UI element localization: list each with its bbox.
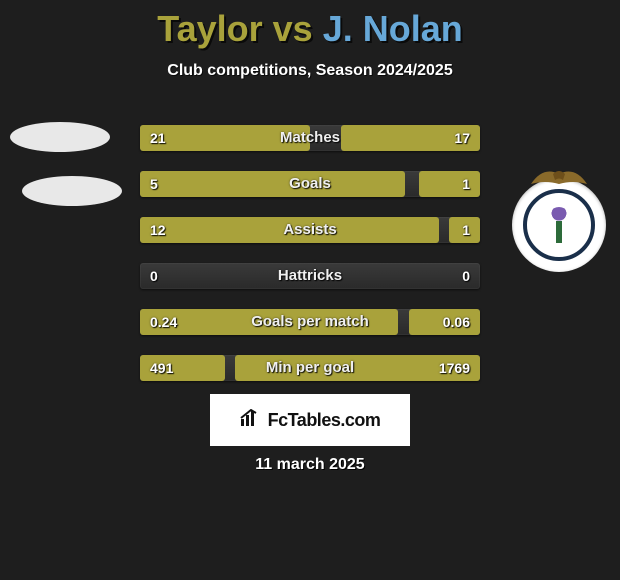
player-left-name: Taylor [157,8,262,49]
stats-container: 2117Matches 51Goals 121Assists 00Hattricks 0… [140,125,480,401]
stat-label: Matches [140,125,480,151]
stat-row: 0.240.06Goals per match [140,309,480,335]
left-badge-ellipse-2 [22,176,122,206]
stat-label: Goals per match [140,309,480,335]
title-vs: vs [263,8,323,49]
page-title: Taylor vs J. Nolan [0,0,620,50]
date-text: 11 march 2025 [0,456,620,474]
stat-label: Goals [140,171,480,197]
left-badge-ellipse-1 [10,122,110,152]
subtitle: Club competitions, Season 2024/2025 [0,62,620,80]
eagle-icon [529,164,589,188]
stat-row: 51Goals [140,171,480,197]
stat-label: Hattricks [140,263,480,289]
chart-icon [240,409,262,432]
stat-row: 4911769Min per goal [140,355,480,381]
right-club-crest [512,178,606,272]
stat-row: 00Hattricks [140,263,480,289]
stat-label: Assists [140,217,480,243]
crest-ring [523,189,595,261]
stat-row: 2117Matches [140,125,480,151]
stat-label: Min per goal [140,355,480,381]
fctables-logo: FcTables.com [210,394,410,446]
stat-row: 121Assists [140,217,480,243]
thistle-icon [545,207,573,243]
fctables-text: FcTables.com [268,410,381,431]
player-right-name: J. Nolan [323,8,463,49]
